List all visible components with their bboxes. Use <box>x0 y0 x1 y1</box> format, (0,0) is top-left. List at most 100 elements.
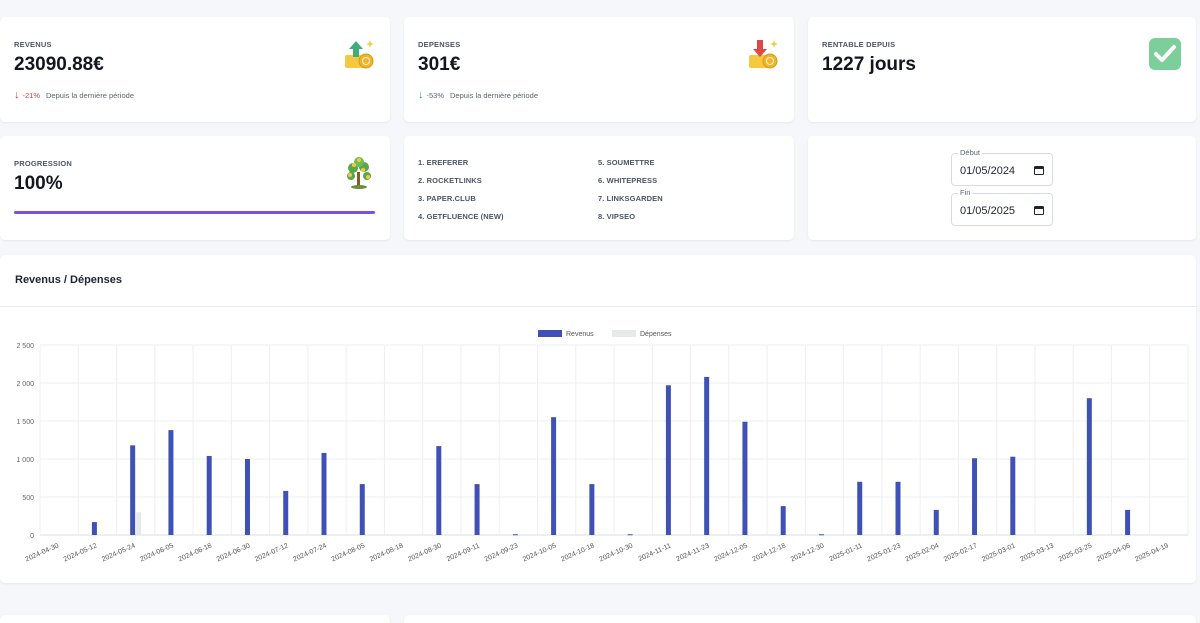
bar-revenus <box>589 484 595 535</box>
end-date-value[interactable]: 01/05/2025 <box>960 205 1016 217</box>
bar-revenus <box>704 376 710 535</box>
depenses-value: 301€ <box>418 54 461 75</box>
bar-revenus <box>512 534 518 536</box>
x-tick-label: 2024-06-18 <box>177 542 213 563</box>
bottom-card-left <box>0 615 390 623</box>
bar-revenus <box>933 509 939 535</box>
bar-revenus <box>321 452 327 535</box>
x-tick-label: 2024-09-11 <box>446 542 481 563</box>
partner-item: 8. VIPSEO <box>598 212 636 221</box>
partner-item: 7. LINKSGARDEN <box>598 194 663 203</box>
partners-list: 1. EREFERER 5. SOUMETTRE 2. ROCKETLINKS 6. … <box>418 158 778 221</box>
x-tick-label: 2024-04-30 <box>24 542 60 563</box>
rentable-value: 1227 jours <box>822 54 916 75</box>
calendar-icon[interactable] <box>1034 205 1044 215</box>
bar-depenses <box>136 512 142 535</box>
progression-card: PROGRESSION 100% <box>0 136 390 240</box>
x-tick-label: 2024-08-18 <box>369 542 405 563</box>
y-tick-label: 0 <box>30 533 34 540</box>
end-date-label: Fin <box>958 188 973 197</box>
progression-value: 100% <box>14 173 63 194</box>
bar-revenus <box>130 445 136 535</box>
legend-swatch <box>538 330 562 337</box>
bar-revenus <box>627 534 633 536</box>
bar-revenus <box>972 458 978 535</box>
x-tick-label: 2024-09-23 <box>484 542 520 563</box>
bar-revenus <box>665 385 671 535</box>
divider <box>0 306 1196 307</box>
x-tick-label: 2025-02-17 <box>943 542 979 563</box>
bar-revenus <box>91 522 97 535</box>
x-tick-label: 2024-05-24 <box>101 542 137 563</box>
bottom-card-right <box>404 615 1196 623</box>
x-tick-label: 2025-02-04 <box>905 542 941 563</box>
start-date-value[interactable]: 01/05/2024 <box>960 165 1016 177</box>
x-tick-label: 2024-06-05 <box>139 542 175 563</box>
bar-revenus <box>283 490 289 535</box>
money-up-icon <box>345 40 374 69</box>
x-tick-label: 2024-07-12 <box>254 542 290 563</box>
rentable-label: RENTABLE DEPUIS <box>822 40 896 49</box>
bar-revenus <box>551 417 557 535</box>
y-tick-label: 1 000 <box>16 457 34 464</box>
y-tick-label: 500 <box>22 495 34 502</box>
bar-revenus <box>474 484 480 535</box>
x-tick-label: 2024-05-12 <box>63 542 99 563</box>
bar-revenus <box>359 484 365 535</box>
revenus-card: REVENUS 23090.88€ ↓ -21% Depuis la derni… <box>0 17 390 122</box>
start-date-label: Début <box>958 148 983 157</box>
start-date-field[interactable]: Début 01/05/2024 <box>951 148 1053 186</box>
checkmark-icon <box>1149 38 1181 70</box>
revenus-label: REVENUS <box>14 40 52 49</box>
bar-revenus <box>1125 509 1131 535</box>
partner-item: 5. SOUMETTRE <box>598 158 655 167</box>
x-tick-label: 2024-11-11 <box>638 542 673 563</box>
depenses-card: DEPENSES 301€ ↓ -53% Depuis la dernière … <box>404 17 794 122</box>
x-tick-label: 2025-03-25 <box>1058 542 1094 563</box>
legend-swatch <box>612 330 636 337</box>
partner-item: 6. WHITEPRESS <box>598 176 658 185</box>
partners-card: 1. EREFERER 5. SOUMETTRE 2. ROCKETLINKS 6. … <box>404 136 794 240</box>
x-tick-label: 2025-03-01 <box>981 542 1017 563</box>
calendar-icon[interactable] <box>1034 165 1044 175</box>
date-range-card: Début 01/05/2024 Fin 01/05/2025 <box>808 136 1196 240</box>
money-tree-icon <box>347 157 371 189</box>
bar-revenus <box>1086 398 1092 535</box>
x-tick-label: 2024-10-18 <box>560 542 596 563</box>
x-tick-label: 2025-04-06 <box>1096 542 1132 563</box>
x-tick-label: 2024-12-30 <box>790 542 826 563</box>
money-down-icon <box>749 40 778 69</box>
bar-revenus <box>1010 456 1016 535</box>
progress-bar <box>14 211 375 214</box>
x-tick-label: 2024-12-05 <box>713 542 749 563</box>
x-tick-label: 2024-06-30 <box>216 542 252 563</box>
legend-label: Revenus <box>566 331 594 338</box>
x-tick-label: 2024-12-18 <box>751 542 787 563</box>
bar-revenus <box>780 506 786 535</box>
y-tick-label: 2 000 <box>16 381 34 388</box>
bar-revenus <box>895 481 901 535</box>
bar-revenus <box>742 421 748 535</box>
bar-revenus <box>436 446 442 535</box>
revenus-value: 23090.88€ <box>14 54 104 75</box>
x-tick-label: 2024-10-05 <box>522 542 558 563</box>
arrow-down-icon: ↓ <box>14 89 20 101</box>
partner-item: 1. EREFERER <box>418 158 469 167</box>
bar-revenus <box>244 459 250 535</box>
bar-revenus <box>206 455 212 535</box>
rentable-card: RENTABLE DEPUIS 1227 jours <box>808 17 1196 122</box>
revenus-delta-text: Depuis la dernière période <box>46 91 134 100</box>
partner-item: 3. PAPER.CLUB <box>418 194 476 203</box>
end-date-field[interactable]: Fin 01/05/2025 <box>951 188 1053 226</box>
x-tick-label: 2024-10-30 <box>598 542 634 563</box>
depenses-delta-text: Depuis la dernière période <box>450 91 538 100</box>
arrow-down-icon: ↓ <box>418 89 424 101</box>
x-tick-label: 2024-08-05 <box>331 542 367 563</box>
revenus-delta: ↓ -21% Depuis la dernière période <box>14 90 134 101</box>
bar-revenus <box>857 481 863 535</box>
revenus-delta-pct: -21% <box>22 91 41 100</box>
bar-revenus <box>818 534 824 536</box>
progression-label: PROGRESSION <box>14 159 73 168</box>
legend-label: Dépenses <box>640 331 672 338</box>
